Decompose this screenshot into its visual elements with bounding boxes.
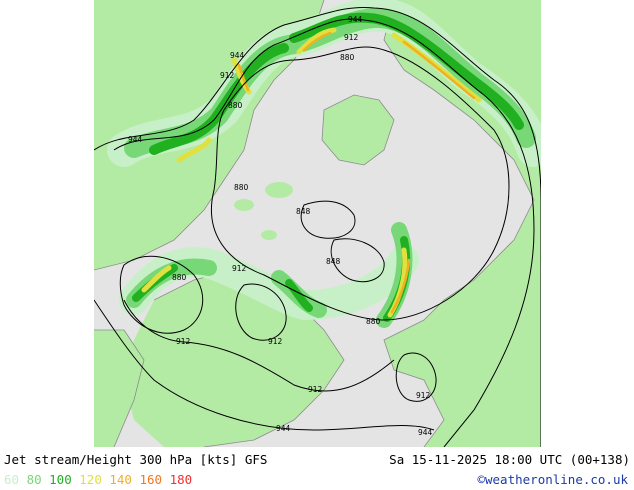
label-944-west: 944 — [128, 135, 143, 144]
label-912-south: 912 — [268, 337, 283, 346]
contour-944-south — [94, 299, 435, 431]
jet-stream-map: 944 912 880 944 912 880 944 880 848 848 … — [94, 0, 541, 447]
height-contours — [94, 6, 541, 447]
contour-944-outer — [94, 6, 541, 447]
contour-912 — [113, 18, 535, 447]
label-912-left: 912 — [220, 71, 235, 80]
label-912-top: 912 — [344, 33, 359, 42]
map-title: Jet stream/Height 300 hPa [kts] GFS — [4, 452, 268, 467]
speed-legend: 60 80 100 120 140 160 180 — [4, 472, 192, 487]
label-880-mid: 880 — [234, 183, 249, 192]
land-africa — [94, 330, 144, 447]
contour-880 — [210, 46, 510, 321]
label-944-left: 944 — [230, 51, 245, 60]
footer-row-title: Jet stream/Height 300 hPa [kts] GFS Sa 1… — [0, 452, 634, 468]
contour-low-2 — [395, 352, 437, 402]
label-944-bottom: 944 — [276, 424, 291, 433]
contour-848 — [300, 200, 356, 239]
label-944-se: 944 — [418, 428, 433, 437]
contour-912-south — [123, 299, 395, 392]
contour-labels: 944 912 880 944 912 880 944 880 848 848 … — [128, 15, 433, 437]
label-880-left: 880 — [228, 101, 243, 110]
jet-core-140 — [237, 31, 476, 314]
land-arctic-island-2 — [234, 199, 254, 211]
credit-link[interactable]: ©weatheronline.co.uk — [477, 472, 628, 487]
legend-item-80: 80 — [26, 472, 50, 487]
legend-item-180: 180 — [169, 472, 193, 487]
footer-row-legend: 60 80 100 120 140 160 180 ©weatheronline… — [0, 472, 634, 488]
contour-low-1 — [235, 283, 287, 341]
label-944-top: 944 — [348, 15, 363, 24]
land-greenland — [322, 95, 394, 165]
legend-item-120: 120 — [79, 472, 110, 487]
label-912-se: 912 — [416, 391, 431, 400]
label-912-bottom: 912 — [308, 385, 323, 394]
jet-stream-bands — [107, 0, 541, 328]
legend-item-160: 160 — [139, 472, 170, 487]
land-arctic-island-3 — [261, 230, 277, 240]
map-datetime: Sa 15-11-2025 18:00 UTC (00+138) — [389, 452, 630, 467]
label-848-right: 848 — [326, 257, 341, 266]
label-912-sw: 912 — [176, 337, 191, 346]
label-912-center: 912 — [232, 264, 247, 273]
label-880-top: 880 — [340, 53, 355, 62]
label-848-center: 848 — [296, 207, 311, 216]
label-880-sw: 880 — [172, 273, 187, 282]
label-880-se: 880 — [366, 317, 381, 326]
contour-880-sw — [119, 255, 204, 334]
legend-item-60: 60 — [4, 472, 27, 487]
legend-item-140: 140 — [109, 472, 140, 487]
contour-848-b — [330, 238, 385, 283]
land-arctic-island — [265, 182, 293, 198]
legend-item-100: 100 — [49, 472, 80, 487]
